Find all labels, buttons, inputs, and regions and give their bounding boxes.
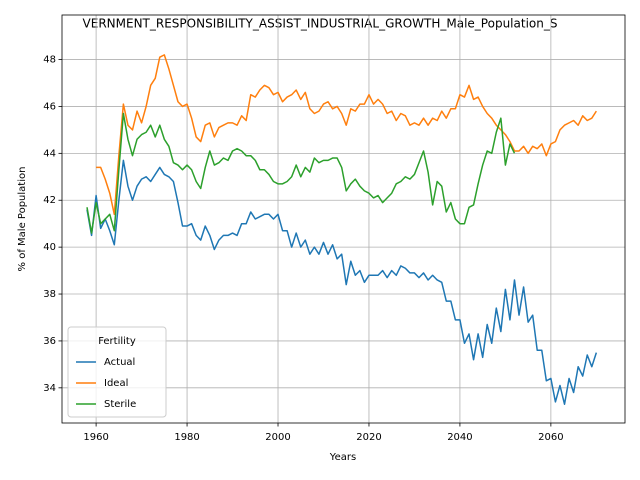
x-tick-label: 2060	[538, 432, 563, 443]
x-tick-label: 2040	[447, 432, 472, 443]
x-tick-label: 1980	[174, 432, 199, 443]
line-series	[86, 112, 516, 234]
x-axis-label: Years	[329, 452, 356, 463]
legend-title: Fertility	[98, 336, 136, 347]
y-tick-label: 42	[43, 195, 56, 206]
chart-title: VERNMENT_RESPONSIBILITY_ASSIST_INDUSTRIA…	[83, 17, 558, 31]
x-tick-label: 1960	[83, 432, 108, 443]
legend-label: Ideal	[104, 378, 128, 389]
line-series	[86, 159, 598, 405]
y-tick-label: 38	[43, 289, 56, 300]
y-tick-label: 46	[43, 101, 56, 112]
y-tick-label: 40	[43, 242, 56, 253]
y-axis-label: % of Male Population	[17, 167, 28, 272]
y-tick-label: 36	[43, 336, 56, 347]
x-tick-label: 2000	[265, 432, 290, 443]
legend: Fertility Actual Ideal Sterile	[67, 326, 167, 418]
plot-frame	[61, 14, 626, 424]
x-tick-label: 2020	[356, 432, 381, 443]
y-tick-label: 48	[43, 55, 56, 66]
legend-label: Actual	[104, 357, 135, 368]
y-tick-label: 34	[43, 383, 56, 394]
y-tick-label: 44	[43, 148, 56, 159]
legend-box	[67, 326, 167, 418]
line-series	[96, 54, 597, 216]
legend-label: Sterile	[104, 399, 136, 410]
